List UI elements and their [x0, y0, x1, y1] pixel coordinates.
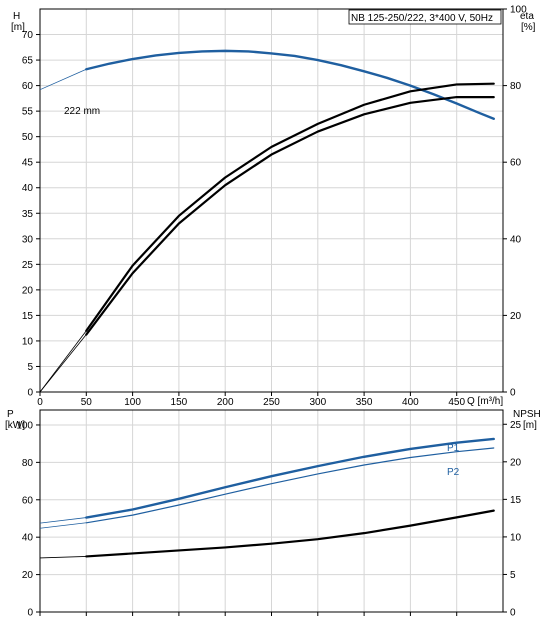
x-tick-label: 450 [448, 397, 465, 408]
curve-label-p2: P2 [447, 467, 460, 478]
curve-label-222mm: 222 mm [64, 106, 100, 117]
p1-series-2-line [85, 509, 495, 558]
p0-left-tick-label: 40 [22, 183, 34, 194]
p1-series-0-extension [39, 517, 87, 524]
q-axis-label: Q [m³/h] [467, 396, 503, 407]
p0-right-tick-label: 0 [510, 388, 516, 399]
npsh-axis-unit: [m] [523, 420, 537, 431]
p0-series-1-extension [39, 330, 87, 393]
x-tick-label: 200 [217, 397, 234, 408]
series-lines [39, 49, 495, 559]
p0-left-tick-label: 35 [22, 209, 34, 220]
eta-axis-unit: [%] [521, 22, 536, 33]
h-axis-label: H [13, 11, 20, 22]
p0-right-tick-label: 20 [510, 311, 522, 322]
p1-left-tick-label: 80 [22, 458, 34, 469]
p1-series-1-line [85, 447, 495, 524]
p0-left-tick-label: 65 [22, 56, 34, 67]
p1-left-tick-label: 60 [22, 495, 34, 506]
x-tick-label: 350 [356, 397, 373, 408]
p0-series-2-extension [39, 334, 87, 393]
npsh-axis-label: NPSH [513, 409, 541, 420]
p0-left-tick-label: 30 [22, 234, 34, 245]
h-axis-unit: [m] [11, 22, 25, 33]
x-tick-label: 50 [81, 397, 93, 408]
p0-left-tick-label: 45 [22, 158, 34, 169]
p1-right-tick-label: 20 [510, 457, 522, 468]
tick-labels: 0510152025303540455055606570020406080100… [16, 5, 527, 619]
x-tick-label: 0 [37, 397, 43, 408]
p1-left-tick-label: 20 [22, 570, 34, 581]
p0-series-0-line [85, 49, 495, 120]
p0-left-tick-label: 15 [22, 311, 34, 322]
title-box-border [348, 9, 502, 25]
p1-series-1-extension [39, 522, 87, 529]
x-tick-label: 400 [402, 397, 419, 408]
chart-title: NB 125-250/222, 3*400 V, 50Hz [351, 13, 493, 24]
chart-title-box: NB 125-250/222, 3*400 V, 50Hz [348, 9, 502, 25]
p0-left-tick-label: 70 [22, 30, 34, 41]
p1-left-tick-label: 0 [27, 608, 33, 619]
p-axis-label: P [7, 409, 14, 420]
p0-left-tick-label: 50 [22, 132, 34, 143]
p0-left-tick-label: 0 [27, 388, 33, 399]
grid-lines [40, 9, 503, 612]
p1-left-tick-label: 100 [16, 420, 33, 431]
p1-right-tick-label: 5 [510, 570, 516, 581]
axis-labels: H [m] eta [%] Q [m³/h] P [kW] NPSH [m] [5, 11, 541, 431]
p0-left-tick-label: 5 [27, 362, 33, 373]
p1-right-tick-label: 0 [510, 608, 516, 619]
eta-axis-label: eta [520, 11, 534, 22]
p1-left-tick-label: 40 [22, 533, 34, 544]
p0-right-tick-label: 40 [510, 234, 522, 245]
x-tick-label: 250 [263, 397, 280, 408]
p1-right-tick-label: 25 [510, 420, 522, 431]
p0-left-tick-label: 25 [22, 260, 34, 271]
p0-left-tick-label: 20 [22, 285, 34, 296]
p0-right-tick-label: 80 [510, 81, 522, 92]
x-tick-label: 300 [309, 397, 326, 408]
p0-series-1-line [85, 82, 495, 332]
p1-right-tick-label: 15 [510, 495, 522, 506]
x-tick-label: 100 [124, 397, 141, 408]
p0-left-tick-label: 10 [22, 336, 34, 347]
x-tick-label: 150 [171, 397, 188, 408]
p0-series-2-line [85, 95, 495, 336]
p0-left-tick-label: 55 [22, 107, 34, 118]
p-axis-unit: [kW] [5, 420, 25, 431]
p1-right-tick-label: 10 [510, 532, 522, 543]
p0-right-tick-label: 100 [510, 5, 527, 16]
series-labels: 222 mm P1 P2 [64, 106, 460, 478]
p0-left-tick-label: 60 [22, 81, 34, 92]
curve-label-p1: P1 [447, 443, 460, 454]
p1-series-2-extension [39, 556, 87, 559]
p0-series-0-extension [39, 68, 87, 91]
p0-right-tick-label: 60 [510, 158, 522, 169]
p1-series-0-line [85, 437, 495, 519]
